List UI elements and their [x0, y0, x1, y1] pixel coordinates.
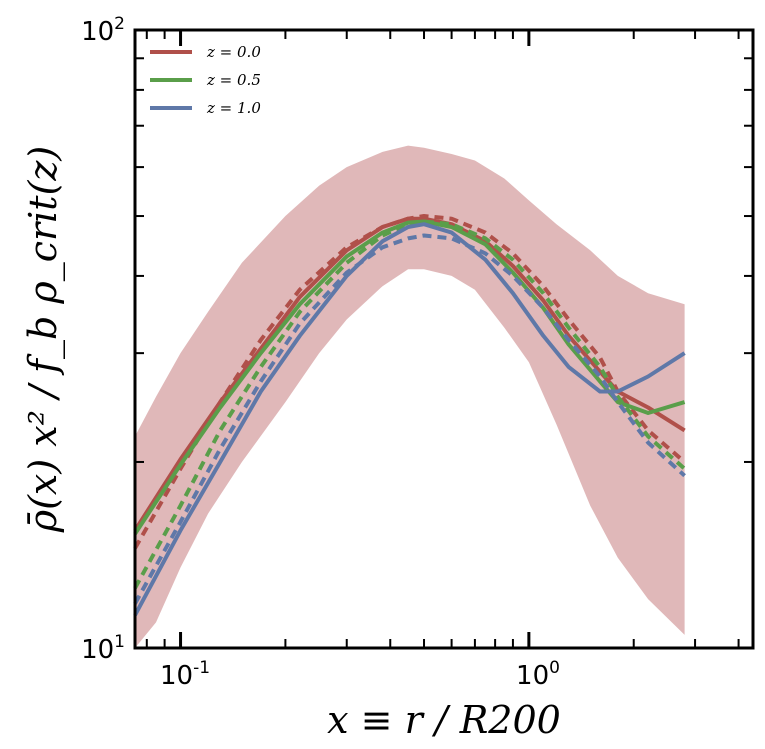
series-line-dashed-5 [133, 233, 686, 605]
series-line-solid-2 [133, 219, 686, 535]
y-axis-label: ρ̄(x) x² / f_b ρ_crit(z) [21, 146, 66, 533]
scatter-band [135, 145, 685, 648]
legend-label-z05: z = 0.5 [206, 71, 261, 89]
y-tick-label-top: 102 [81, 14, 125, 47]
y-tick-label-bottom: 101 [81, 632, 125, 665]
legend-label-z1: z = 1.0 [206, 99, 261, 117]
x-tick-label-2: 100 [516, 658, 560, 691]
plot-area [133, 145, 686, 648]
series-line-dashed-1 [133, 214, 686, 550]
series-line-solid-4 [133, 222, 686, 617]
legend: z = 0.0 z = 0.5 z = 1.0 [150, 43, 261, 117]
x-tick-label-1: 10-1 [160, 658, 210, 691]
x-axis-label: x ≡ r / R200 [327, 698, 561, 742]
plot-frame [133, 28, 755, 650]
series-line-dashed-3 [133, 219, 686, 590]
legend-label-z0: z = 0.0 [206, 43, 261, 61]
